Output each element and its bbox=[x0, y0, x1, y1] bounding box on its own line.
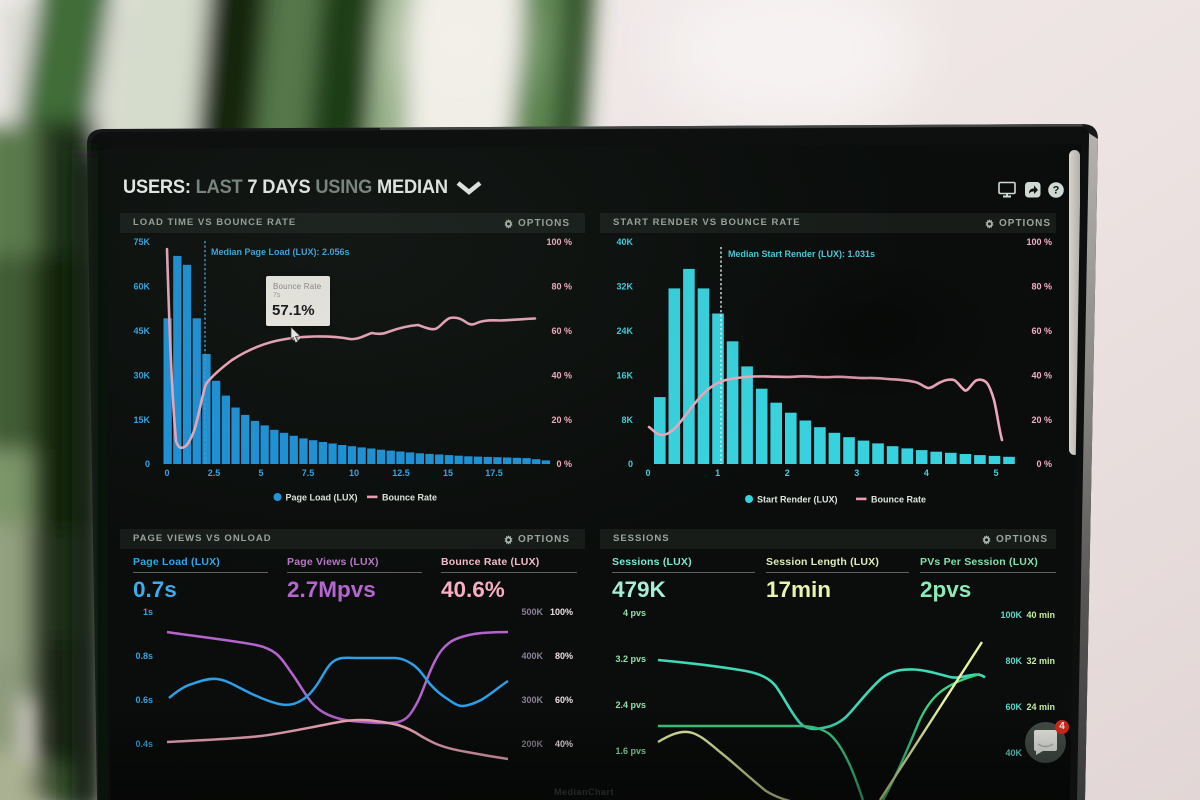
svg-text:45K: 45K bbox=[133, 326, 150, 336]
svg-text:32K: 32K bbox=[616, 282, 633, 292]
svg-text:40 min: 40 min bbox=[1026, 610, 1055, 620]
svg-text:2: 2 bbox=[785, 468, 790, 478]
svg-text:0: 0 bbox=[628, 459, 633, 469]
svg-text:1.6 pvs: 1.6 pvs bbox=[615, 746, 646, 756]
svg-text:80K: 80K bbox=[1005, 656, 1022, 666]
svg-text:100K: 100K bbox=[1000, 610, 1022, 620]
svg-text:1s: 1s bbox=[143, 607, 153, 617]
svg-text:0 %: 0 % bbox=[1036, 459, 1052, 469]
svg-text:60 %: 60 % bbox=[551, 326, 572, 336]
svg-text:0: 0 bbox=[145, 459, 150, 469]
svg-text:0.8s: 0.8s bbox=[135, 651, 153, 661]
svg-text:8K: 8K bbox=[621, 415, 633, 425]
svg-text:17.5: 17.5 bbox=[485, 468, 503, 478]
svg-text:7.5: 7.5 bbox=[302, 468, 315, 478]
svg-text:30K: 30K bbox=[133, 371, 150, 381]
svg-text:24K: 24K bbox=[616, 326, 633, 336]
svg-text:Bounce Rate: Bounce Rate bbox=[871, 495, 926, 505]
svg-text:40K: 40K bbox=[1005, 748, 1022, 758]
svg-text:4 pvs: 4 pvs bbox=[623, 608, 646, 618]
svg-text:15K: 15K bbox=[133, 415, 150, 425]
svg-text:2.4 pvs: 2.4 pvs bbox=[615, 700, 646, 710]
svg-text:100 %: 100 % bbox=[546, 237, 572, 247]
svg-text:16K: 16K bbox=[616, 371, 633, 381]
svg-text:500K: 500K bbox=[521, 607, 543, 617]
svg-text:40%: 40% bbox=[555, 739, 573, 749]
svg-text:60K: 60K bbox=[133, 282, 150, 292]
svg-text:40K: 40K bbox=[616, 237, 633, 247]
svg-text:Median Start Render (LUX): 1.0: Median Start Render (LUX): 1.031s bbox=[728, 249, 875, 259]
svg-text:60 %: 60 % bbox=[1031, 326, 1052, 336]
svg-text:1: 1 bbox=[715, 468, 720, 478]
svg-text:5: 5 bbox=[993, 468, 998, 478]
svg-text:40 %: 40 % bbox=[551, 371, 572, 381]
svg-text:20 %: 20 % bbox=[1031, 415, 1052, 425]
svg-text:4: 4 bbox=[924, 468, 929, 478]
svg-text:?: ? bbox=[1053, 185, 1060, 197]
svg-text:Median Page Load (LUX): 2.056s: Median Page Load (LUX): 2.056s bbox=[211, 247, 350, 257]
svg-text:100 %: 100 % bbox=[1026, 237, 1052, 247]
svg-text:32 min: 32 min bbox=[1026, 656, 1055, 666]
svg-text:15: 15 bbox=[443, 468, 453, 478]
svg-text:400K: 400K bbox=[521, 651, 543, 661]
svg-text:10: 10 bbox=[349, 468, 359, 478]
svg-text:0.4s: 0.4s bbox=[135, 739, 153, 749]
svg-text:24 min: 24 min bbox=[1026, 702, 1055, 712]
svg-text:200K: 200K bbox=[521, 739, 543, 749]
svg-text:75K: 75K bbox=[133, 237, 150, 247]
svg-text:12.5: 12.5 bbox=[392, 468, 410, 478]
svg-text:Page Load (LUX): Page Load (LUX) bbox=[286, 493, 358, 503]
svg-text:80 %: 80 % bbox=[1031, 282, 1052, 292]
svg-text:0: 0 bbox=[645, 468, 650, 478]
svg-text:3.2 pvs: 3.2 pvs bbox=[615, 654, 646, 664]
svg-text:100%: 100% bbox=[550, 607, 573, 617]
svg-text:40 %: 40 % bbox=[1031, 371, 1052, 381]
svg-text:80%: 80% bbox=[555, 651, 573, 661]
svg-text:0: 0 bbox=[164, 468, 169, 478]
svg-text:0 %: 0 % bbox=[556, 459, 572, 469]
svg-text:3: 3 bbox=[854, 468, 859, 478]
svg-text:60%: 60% bbox=[555, 695, 573, 705]
svg-text:60K: 60K bbox=[1005, 702, 1022, 712]
svg-text:Start Render (LUX): Start Render (LUX) bbox=[757, 495, 838, 505]
svg-text:20 %: 20 % bbox=[551, 415, 572, 425]
svg-text:5: 5 bbox=[258, 468, 263, 478]
svg-text:Bounce Rate: Bounce Rate bbox=[382, 493, 437, 503]
svg-text:0.6s: 0.6s bbox=[135, 695, 153, 705]
svg-text:300K: 300K bbox=[521, 695, 543, 705]
svg-text:2.5: 2.5 bbox=[208, 468, 221, 478]
svg-text:80 %: 80 % bbox=[551, 282, 572, 292]
